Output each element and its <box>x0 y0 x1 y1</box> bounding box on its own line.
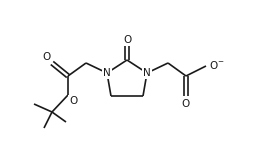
Text: N: N <box>143 68 151 78</box>
Text: O: O <box>43 52 51 62</box>
Text: O: O <box>182 99 190 109</box>
Text: N: N <box>103 68 111 78</box>
Text: O$^{-}$: O$^{-}$ <box>209 59 225 71</box>
Text: O: O <box>69 96 77 106</box>
Text: O: O <box>123 35 131 45</box>
